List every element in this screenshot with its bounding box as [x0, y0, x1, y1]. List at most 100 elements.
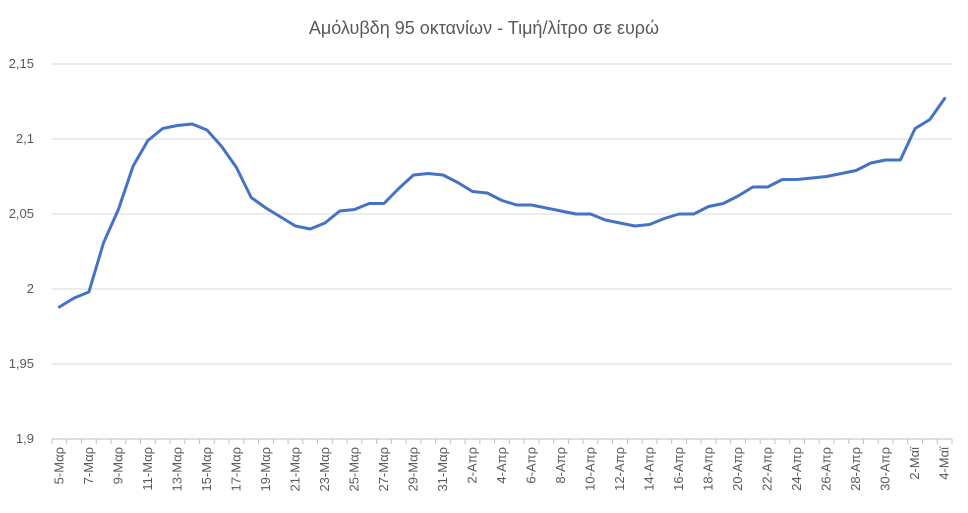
x-tick-label: 5-Μαρ [51, 447, 66, 484]
data-point [279, 215, 283, 219]
data-point [898, 158, 902, 162]
data-point [943, 97, 947, 101]
x-tick-label: 4-Μαϊ [937, 446, 952, 480]
x-tick-label: 30-Απρ [878, 447, 893, 491]
series-layer [57, 97, 947, 309]
data-point [338, 209, 342, 213]
x-tick-label: 17-Μαρ [228, 447, 243, 492]
x-tick-label: 27-Μαρ [376, 447, 391, 492]
x-tick-label: 31-Μαρ [435, 447, 450, 492]
data-point [308, 227, 312, 231]
data-point [662, 217, 666, 221]
data-point [131, 164, 135, 168]
data-point [810, 176, 814, 180]
data-point [87, 290, 91, 294]
x-tick-label: 23-Μαρ [317, 447, 332, 492]
y-tick-label: 1,9 [16, 431, 34, 446]
data-point [780, 178, 784, 182]
data-point [293, 224, 297, 228]
x-tick-label: 7-Μαρ [81, 447, 96, 484]
x-tick-label: 20-Απρ [730, 447, 745, 491]
data-point [869, 161, 873, 165]
data-point [530, 203, 534, 207]
data-point [633, 224, 637, 228]
data-point [677, 212, 681, 216]
x-tick-label: 24-Απρ [789, 447, 804, 491]
data-point [559, 209, 563, 213]
data-point [72, 296, 76, 300]
data-point [825, 175, 829, 179]
data-point [736, 194, 740, 198]
data-point [367, 202, 371, 206]
x-tick-label: 2-Απρ [464, 447, 479, 484]
y-tick-label: 2,1 [16, 131, 34, 146]
x-tick-label: 11-Μαρ [140, 447, 155, 491]
y-tick-label: 2,15 [9, 56, 34, 71]
x-tick-label: 6-Απρ [524, 447, 539, 484]
data-point [574, 212, 578, 216]
data-point [485, 191, 489, 195]
data-point [854, 169, 858, 173]
data-point [795, 178, 799, 182]
data-point [234, 166, 238, 170]
x-tick-label: 21-Μαρ [287, 447, 302, 492]
y-tick-label: 2 [27, 281, 34, 296]
data-point [766, 185, 770, 189]
x-tick-label: 13-Μαρ [169, 447, 184, 492]
data-point [411, 173, 415, 177]
x-tick-label: 19-Μαρ [258, 447, 273, 492]
data-point [618, 221, 622, 225]
chart-title: Αμόλυβδη 95 οκτανίων - Τιμή/λίτρο σε ευρ… [309, 18, 659, 38]
x-tick-label: 22-Απρ [760, 447, 775, 491]
data-point [220, 145, 224, 149]
x-tick-label: 2-Μαϊ [907, 446, 922, 480]
data-point [382, 202, 386, 206]
data-point [249, 196, 253, 200]
data-point [323, 221, 327, 225]
x-tick-label: 8-Απρ [553, 447, 568, 484]
data-point [603, 218, 607, 222]
x-tick-label: 28-Απρ [848, 447, 863, 491]
data-point [175, 124, 179, 128]
data-point [205, 128, 209, 132]
data-point [102, 241, 106, 245]
data-point [648, 223, 652, 227]
data-point [146, 139, 150, 143]
data-point [928, 118, 932, 122]
data-point [57, 305, 61, 309]
data-point [456, 181, 460, 185]
data-point [721, 202, 725, 206]
data-point [161, 127, 165, 131]
x-tick-label: 10-Απρ [583, 447, 598, 491]
x-tick-label: 4-Απρ [494, 447, 509, 484]
data-point [913, 127, 917, 131]
data-point [589, 212, 593, 216]
data-point [500, 199, 504, 203]
data-point [190, 122, 194, 126]
x-tick-label: 18-Απρ [701, 447, 716, 491]
series-line [57, 97, 947, 309]
data-point [692, 212, 696, 216]
x-tick-label: 25-Μαρ [346, 447, 361, 492]
data-point [707, 205, 711, 209]
data-point [116, 208, 120, 212]
x-tick-label: 9-Μαρ [110, 447, 125, 484]
data-point [544, 206, 548, 210]
data-point [839, 172, 843, 176]
x-tick-label: 26-Απρ [819, 447, 834, 491]
x-tick-label: 16-Απρ [671, 447, 686, 491]
data-point [441, 173, 445, 177]
data-point [884, 158, 888, 162]
y-axis-ticks: 1,9 1,95 2 2,05 2,1 2,15 [9, 56, 34, 446]
x-tick-label: 12-Απρ [612, 447, 627, 491]
x-tick-label: 15-Μαρ [199, 447, 214, 492]
gridlines [52, 63, 952, 440]
data-point [751, 185, 755, 189]
x-tick-label: 29-Μαρ [405, 447, 420, 492]
data-point [515, 203, 519, 207]
data-point [426, 172, 430, 176]
y-tick-label: 1,95 [9, 356, 34, 371]
data-point [264, 206, 268, 210]
